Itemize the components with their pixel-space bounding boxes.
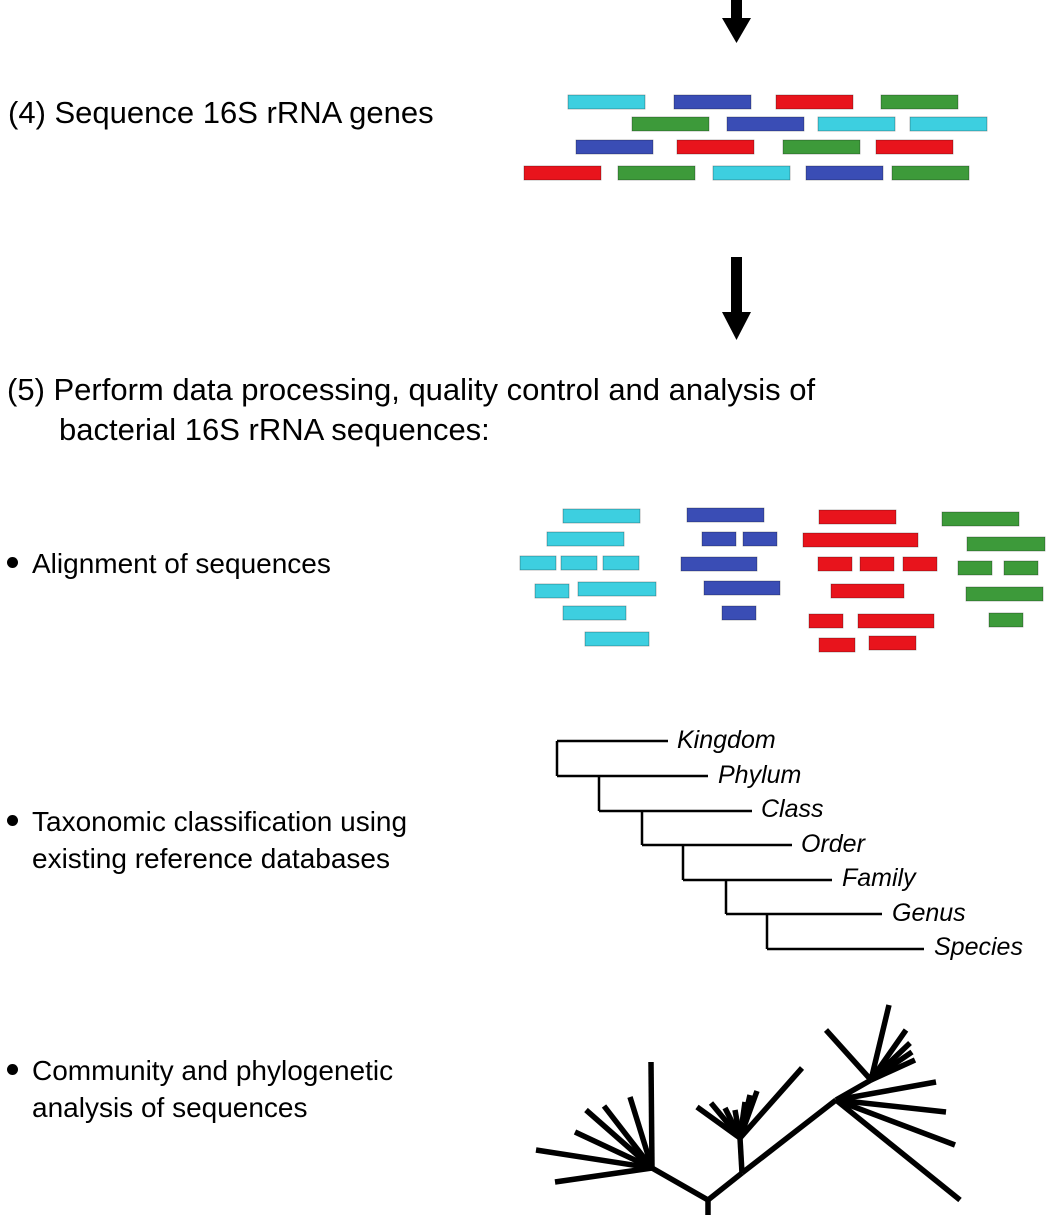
aligned-sequence [957,560,993,576]
bullet-dot [7,815,18,827]
down-arrow-top [722,0,751,43]
rank-kingdom: Kingdom [677,726,776,754]
rank-class: Class [761,795,824,823]
aligned-sequence [830,583,905,599]
aligned-sequence [703,580,781,596]
clade-kingdom [555,739,668,776]
rank-species: Species [934,933,1023,961]
sequence-read [673,94,752,110]
sequence-read [676,139,755,155]
aligned-sequence [966,536,1046,552]
sequence-read [875,139,954,155]
sequence-read [567,94,646,110]
sequence-read [575,139,654,155]
aligned-sequence [988,612,1024,628]
rank-phylum: Phylum [718,761,802,789]
sequence-read [631,116,710,132]
bullet-community: Community and phylogenetic analysis of s… [7,1052,393,1126]
aligned-sequence [965,586,1044,602]
rank-order: Order [801,830,865,858]
clade-family [683,878,832,914]
bullet-dot [7,1064,18,1076]
aligned-sequence [817,556,853,572]
bullet-taxonomy-line-2: existing reference databases [32,843,390,874]
sequencing-reads [523,94,988,181]
aligned-sequence [808,613,844,629]
aligned-sequence [721,605,757,621]
phylogenetic-tree [535,1004,962,1215]
bullet-taxonomy: Taxonomic classification using existing … [7,803,407,877]
sequence-read [880,94,959,110]
aligned-sequence [1003,560,1039,576]
sequence-read [891,165,970,181]
aligned-sequence [546,531,625,547]
aligned-sequence [577,581,657,597]
aligned-sequence [701,531,737,547]
bullet-community-line-1: Community and phylogenetic [32,1055,394,1086]
step-4-label: (4) Sequence 16S rRNA genes [8,95,434,130]
aligned-sequence-clusters [519,507,1046,653]
clade-order [642,843,792,880]
sequence-read [712,165,791,181]
aligned-sequence [534,583,570,599]
aligned-sequence [680,556,758,572]
sequence-read [909,116,988,132]
aligned-sequence [562,605,627,621]
aligned-sequence [818,637,856,653]
bullet-community-line-2: analysis of sequences [32,1092,308,1123]
step-5-label: (5) Perform data processing, quality con… [7,370,815,450]
aligned-sequence [857,613,935,629]
rank-family: Family [842,864,916,892]
aligned-sequence [584,631,650,647]
aligned-sequence [818,509,897,525]
aligned-sequence [802,532,919,548]
sequence-read [523,165,602,181]
step-5-line-1: (5) Perform data processing, quality con… [7,372,816,407]
aligned-sequence [519,555,557,571]
sequence-read [817,116,896,132]
clade-phylum [557,774,708,811]
step-5-line-2: bacterial 16S rRNA sequences: [59,412,490,447]
aligned-sequence [686,507,765,523]
aligned-sequence [602,555,640,571]
aligned-sequence [868,635,917,651]
clade-class [599,809,752,845]
sequence-read [782,139,861,155]
aligned-sequence [562,508,641,524]
sequence-read [726,116,805,132]
sequence-read [775,94,854,110]
aligned-sequence [560,555,598,571]
taxonomy-cladogram [555,739,924,951]
aligned-sequence [902,556,938,572]
aligned-sequence [742,531,778,547]
bullet-taxonomy-line-1: Taxonomic classification using [32,806,408,837]
rank-genus: Genus [892,899,966,927]
clade-genus [726,912,882,949]
bullet-alignment: Alignment of sequences [7,545,331,582]
sequence-read [617,165,696,181]
bullet-dot [7,557,18,569]
aligned-sequence [941,511,1020,527]
bullet-alignment-text: Alignment of sequences [32,548,331,579]
aligned-sequence [859,556,895,572]
down-arrow-middle [722,257,751,340]
sequence-read [805,165,884,181]
